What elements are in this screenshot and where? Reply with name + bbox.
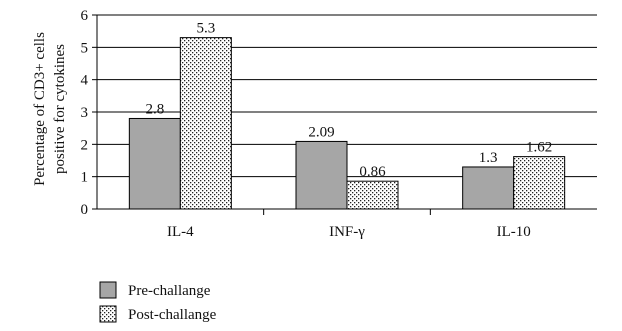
x-tick-label: IL-4 bbox=[167, 224, 194, 240]
data-label: 0.86 bbox=[359, 164, 386, 180]
data-label: 1.3 bbox=[479, 150, 498, 166]
y-tick-label: 0 bbox=[81, 202, 89, 218]
data-label: 2.8 bbox=[145, 101, 164, 117]
legend-swatch bbox=[99, 281, 117, 299]
bar bbox=[346, 180, 399, 210]
y-tick-label: 6 bbox=[81, 8, 89, 24]
x-tick-label: INF-γ bbox=[329, 224, 365, 240]
y-tick-label: 3 bbox=[81, 105, 89, 121]
y-axis-ticks: 0 1 2 3 4 5 6 bbox=[81, 8, 97, 218]
data-label: 1.62 bbox=[526, 140, 552, 156]
data-label: 2.09 bbox=[308, 124, 334, 140]
legend-label: Pre-challange bbox=[128, 283, 211, 299]
y-axis-label-line-2: positive for cytokines bbox=[52, 44, 68, 174]
axes bbox=[96, 15, 597, 210]
data-label: 5.3 bbox=[196, 21, 215, 37]
legend: Pre-challange Post-challange bbox=[99, 281, 217, 323]
data-labels: 2.8 5.3 2.09 0.86 1.3 1.62 bbox=[145, 21, 552, 181]
y-tick-label: 1 bbox=[81, 170, 89, 186]
x-axis-ticks: IL-4 INF-γ IL-10 bbox=[167, 209, 531, 240]
y-tick-label: 5 bbox=[81, 40, 89, 56]
bar bbox=[462, 166, 515, 210]
bar bbox=[513, 156, 566, 210]
x-tick-label: IL-10 bbox=[497, 224, 531, 240]
legend-label: Post-challange bbox=[128, 307, 217, 323]
y-tick-label: 4 bbox=[81, 73, 89, 89]
bar bbox=[295, 140, 348, 210]
legend-swatch bbox=[99, 305, 117, 323]
y-axis-label-line-1: Percentage of CD3+ cells bbox=[32, 32, 48, 186]
bar bbox=[179, 37, 232, 210]
bar bbox=[128, 117, 181, 210]
bars bbox=[128, 37, 566, 210]
y-tick-label: 2 bbox=[81, 137, 89, 153]
